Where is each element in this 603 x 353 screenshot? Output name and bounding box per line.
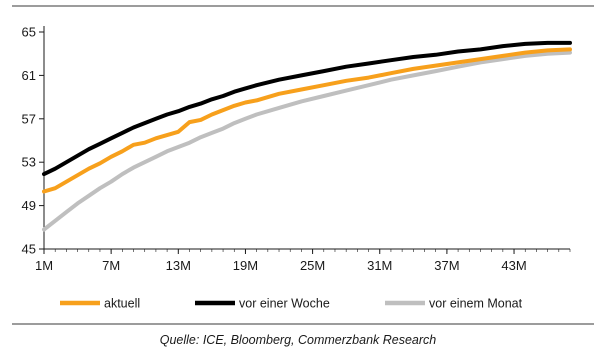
y-tick-label: 45	[22, 242, 36, 257]
legend-label-0: aktuell	[104, 297, 140, 311]
y-tick-label: 53	[22, 155, 36, 170]
y-tick-label: 57	[22, 111, 36, 126]
x-tick-label: 1M	[35, 258, 53, 273]
plot-area: 45 49 53 57 61 65 1M 7M 13M 19M 25M 31M 37M 43M	[22, 25, 572, 273]
x-tick-label: 13M	[166, 258, 191, 273]
legend-label-2: vor einem Monat	[429, 297, 523, 311]
y-tick-label: 65	[22, 25, 36, 40]
x-tick-label: 7M	[102, 258, 120, 273]
y-tick-label: 49	[22, 198, 36, 213]
x-tick-label: 37M	[434, 258, 459, 273]
source-note: Quelle: ICE, Bloomberg, Commerzbank Rese…	[160, 333, 437, 347]
x-tick-label: 31M	[367, 258, 392, 273]
x-tick-label: 43M	[501, 258, 526, 273]
legend-label-1: vor einer Woche	[239, 297, 330, 311]
series-line-2	[42, 50, 572, 232]
series-line-1	[42, 40, 572, 177]
series-line-0	[42, 47, 572, 194]
legend: aktuell vor einer Woche vor einem Monat	[60, 297, 523, 311]
y-tick-label: 61	[22, 68, 36, 83]
x-tick-label: 25M	[300, 258, 325, 273]
x-tick-label: 19M	[233, 258, 258, 273]
